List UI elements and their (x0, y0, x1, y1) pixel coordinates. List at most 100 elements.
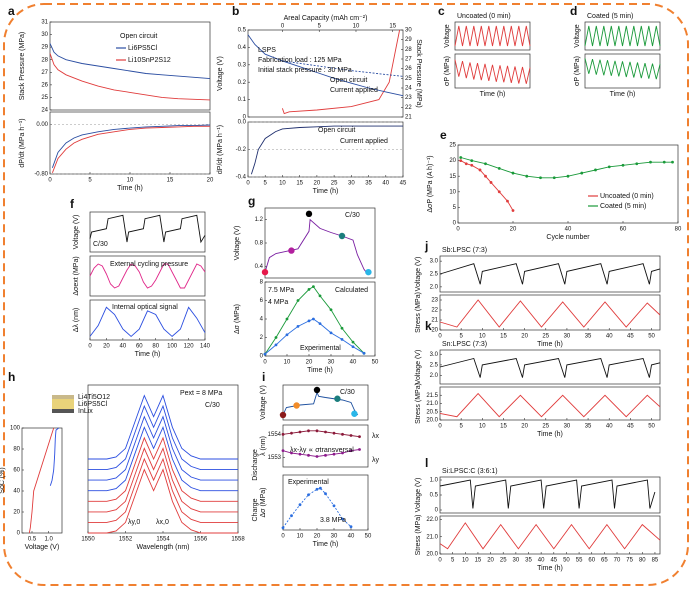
y2-tick-label: 29 (405, 37, 412, 43)
data-point (307, 319, 311, 323)
data-point (341, 451, 344, 455)
x-tick-label: 0 (88, 344, 92, 350)
annotation: Pext = 8 MPa (180, 390, 222, 397)
data-point (635, 162, 639, 166)
x-tick-label: 40 (350, 360, 357, 366)
y-tick-label: 0.00 (36, 122, 48, 128)
y-axis-label: Stress (MPa) (415, 515, 422, 556)
y-tick-label: 0.8 (255, 241, 264, 247)
x-tick-label: 10 (479, 424, 486, 430)
x-tick-label: 15 (167, 178, 174, 184)
plot-frame (89, 211, 206, 253)
series-line (247, 34, 404, 97)
y-axis-label: Voltage (V) (415, 350, 422, 385)
data-point (279, 411, 287, 419)
series-line (454, 25, 531, 47)
y-tick-label: 20 (13, 510, 20, 516)
data-point (459, 159, 463, 163)
x-axis-label: Time (h) (480, 91, 506, 98)
series-line (282, 449, 360, 457)
data-point (312, 317, 315, 321)
annotation: Current applied (330, 87, 378, 94)
y-tick-label: 20.0 (426, 552, 438, 558)
y-tick-label: 23 (431, 298, 438, 304)
x-axis-label: Voltage (V) (25, 544, 60, 551)
y-axis-label: λ (nm) (260, 436, 267, 456)
y-tick-label: 0 (243, 115, 247, 121)
x-tick-label: 100 (167, 344, 178, 350)
x-tick-label: 5 (88, 178, 92, 184)
panel-label: j (424, 239, 428, 253)
annotation: C/30 (93, 241, 108, 248)
x2-tick-label: 5 (318, 24, 322, 30)
y-axis-label: Voltage (V) (415, 257, 422, 292)
y-tick-label: 2.5 (430, 272, 439, 278)
y-tick-label: 1.2 (255, 217, 264, 223)
data-point (349, 434, 353, 437)
y-axis-label: Voltage (V) (217, 56, 224, 91)
plot-frame (439, 386, 661, 421)
y-tick-label: 60 (13, 468, 20, 474)
frame-border (3, 3, 689, 586)
panel-label: h (8, 370, 15, 384)
x-tick-label: 0 (48, 178, 52, 184)
annotation: Internal optical signal (112, 304, 178, 311)
series-line (49, 427, 59, 486)
x-tick-label: 55 (576, 558, 583, 564)
legend-label: Experimental (288, 479, 329, 486)
data-point (607, 165, 611, 169)
data-point (307, 453, 310, 457)
y-axis-label: Voltage (V) (234, 226, 241, 261)
data-point (293, 402, 300, 409)
x-tick-label: 45 (550, 558, 557, 564)
x-tick-label: 10 (479, 334, 486, 340)
data-point (580, 171, 584, 175)
series-line (88, 447, 238, 513)
y-tick-label: 24 (41, 108, 48, 114)
x-tick-label: 40 (565, 227, 572, 233)
y-tick-label: 21.5 (426, 393, 438, 399)
data-point (362, 351, 366, 355)
x-tick-label: 45 (627, 334, 634, 340)
annotation: λx,0 (156, 519, 169, 526)
y-tick-label: 0.4 (238, 45, 247, 51)
series-line (439, 357, 661, 378)
plot-frame (439, 349, 661, 385)
plot-frame (282, 424, 369, 468)
data-point (315, 455, 319, 458)
data-point (324, 492, 327, 496)
data-point (307, 288, 311, 291)
y-axis-label: Δσ (MPa) (260, 488, 267, 518)
data-point (464, 162, 468, 166)
series-line (439, 299, 661, 328)
x-tick-label: 20 (521, 334, 528, 340)
x-tick-label: 50 (372, 360, 379, 366)
y-axis-label: Voltage (V) (415, 478, 422, 513)
panel-label: g (248, 194, 255, 208)
data-point (263, 352, 267, 356)
series-line (88, 415, 238, 481)
series-line (264, 218, 367, 273)
y-tick-label: 31 (41, 20, 48, 26)
data-point (329, 308, 333, 312)
series-line (89, 214, 206, 244)
series-line (51, 124, 211, 168)
y-tick-label: 29 (41, 45, 48, 51)
y2-tick-label: 25 (405, 76, 412, 82)
x-tick-label: 70 (614, 558, 621, 564)
x-tick-label: 10 (462, 558, 469, 564)
plot-title: Si:LPSC:C (3:6:1) (442, 468, 498, 475)
y2-axis-label: Stack Pressure (MPa) (415, 39, 422, 107)
y-tick-label: 0.5 (430, 493, 439, 499)
y-tick-label: 27 (41, 70, 48, 76)
x-tick-label: 80 (152, 344, 159, 350)
x-tick-label: 0 (438, 558, 442, 564)
y-tick-label: 2.0 (430, 284, 439, 290)
y-axis-label: Voltage (V) (73, 215, 80, 250)
data-point (470, 163, 474, 167)
y-axis-label: SoC (%) (0, 467, 6, 493)
x-tick-label: 35 (585, 424, 592, 430)
y2-tick-label: 30 (405, 28, 412, 34)
annotation: C/30 (205, 402, 220, 409)
series-line (460, 160, 514, 211)
